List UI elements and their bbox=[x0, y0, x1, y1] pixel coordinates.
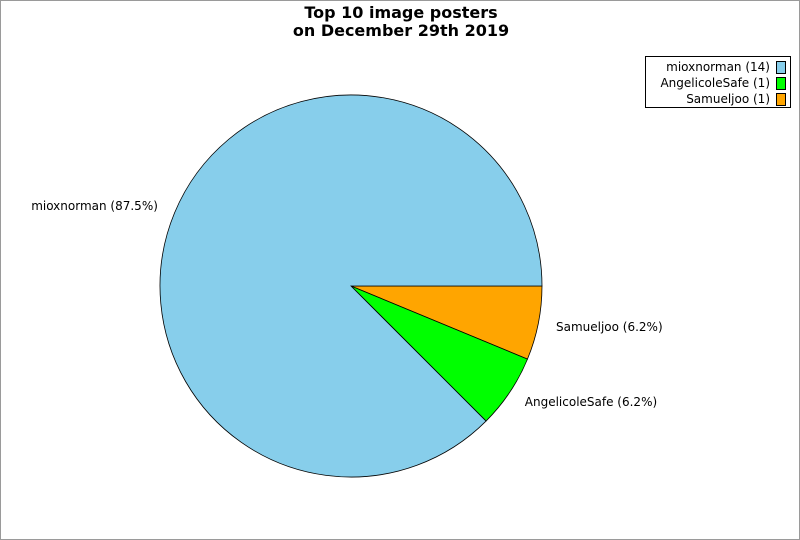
legend-item-mioxnorman: mioxnorman (14) bbox=[646, 59, 790, 75]
slice-label-samueljoo: Samueljoo (6.2%) bbox=[556, 320, 663, 334]
legend-label: mioxnorman (14) bbox=[666, 60, 770, 74]
slice-label-mioxnorman: mioxnorman (87.5%) bbox=[31, 199, 158, 213]
legend-label: AngelicoleSafe (1) bbox=[660, 76, 770, 90]
legend-swatch bbox=[776, 76, 786, 90]
legend-label: Samueljoo (1) bbox=[686, 92, 770, 106]
legend-swatch bbox=[776, 60, 786, 74]
slice-label-angelicolesafe: AngelicoleSafe (6.2%) bbox=[525, 395, 657, 409]
chart-title-line-2: on December 29th 2019 bbox=[292, 21, 510, 40]
legend: mioxnorman (14) AngelicoleSafe (1) Samuelj… bbox=[645, 56, 791, 108]
legend-item-angelicolesafe: AngelicoleSafe (1) bbox=[646, 75, 790, 91]
legend-swatch bbox=[776, 92, 786, 106]
legend-item-samueljoo: Samueljoo (1) bbox=[646, 91, 790, 107]
pie-slice-mioxnorman bbox=[159, 94, 543, 478]
chart-title-line-1: Top 10 image posters bbox=[304, 3, 498, 22]
